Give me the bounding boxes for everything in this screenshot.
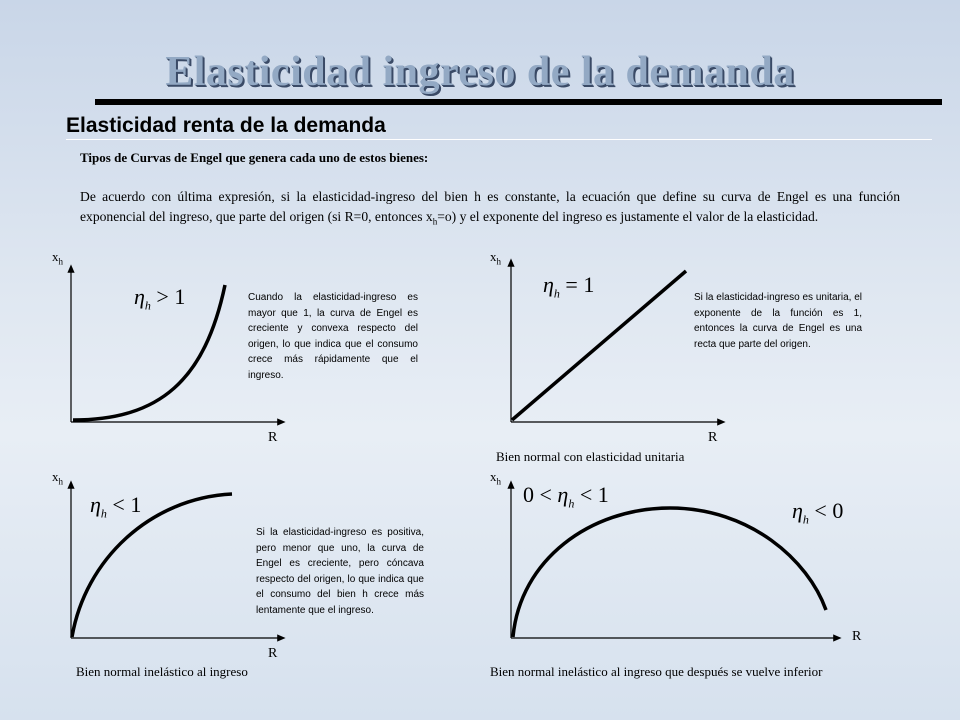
axes-bottom-left [67, 480, 286, 642]
axes-top-right [507, 258, 726, 426]
x-axis-label-tr: R [708, 430, 718, 445]
eq-inferior-range: 0 < ηh < 1 [523, 482, 609, 511]
subtitle-rule [66, 139, 932, 140]
engel-curve-inelastic [70, 492, 233, 638]
caption-inferior: Bien normal inelástico al ingreso que de… [490, 664, 823, 679]
note-inelastic: Si la elasticidad-ingreso es positiva, p… [256, 527, 424, 616]
caption-inelastic: Bien normal inelástico al ingreso [76, 664, 248, 679]
explanation-paragraph: De acuerdo con última expresión, si la e… [80, 189, 900, 227]
engel-curve-unitary [510, 269, 688, 422]
x-axis-label-bl: R [268, 646, 278, 661]
eq-elastic: ηh > 1 [134, 284, 186, 313]
eq-inelastic: ηh < 1 [90, 492, 142, 521]
axes-top-left [67, 264, 286, 426]
caption-unitary: Bien normal con elasticidad unitaria [496, 449, 685, 464]
section-subtitle: Elasticidad renta de la demanda [66, 114, 386, 137]
y-axis-label-br: xh [490, 469, 501, 487]
eq-unitary: ηh = 1 [543, 272, 595, 301]
engel-curve-inferior [511, 506, 828, 638]
slide-title: Elasticidad ingreso de la demanda [165, 49, 795, 95]
title-underline [95, 99, 942, 105]
note-elastic: Cuando la elasticidad-ingreso es mayor q… [248, 292, 418, 381]
y-axis-label-bl: xh [52, 469, 63, 487]
x-axis-label-tl: R [268, 430, 278, 445]
eq-inferior: ηh < 0 [792, 498, 844, 527]
x-axis-label-br: R [852, 629, 862, 644]
y-axis-label-tl: xh [52, 249, 63, 267]
y-axis-label-tr: xh [490, 249, 501, 267]
engel-curve-elastic [72, 284, 227, 422]
note-unitary: Si la elasticidad-ingreso es unitaria, e… [694, 292, 862, 350]
engel-heading: Tipos de Curvas de Engel que genera cada… [80, 150, 429, 165]
axes-bottom-right [507, 480, 842, 642]
